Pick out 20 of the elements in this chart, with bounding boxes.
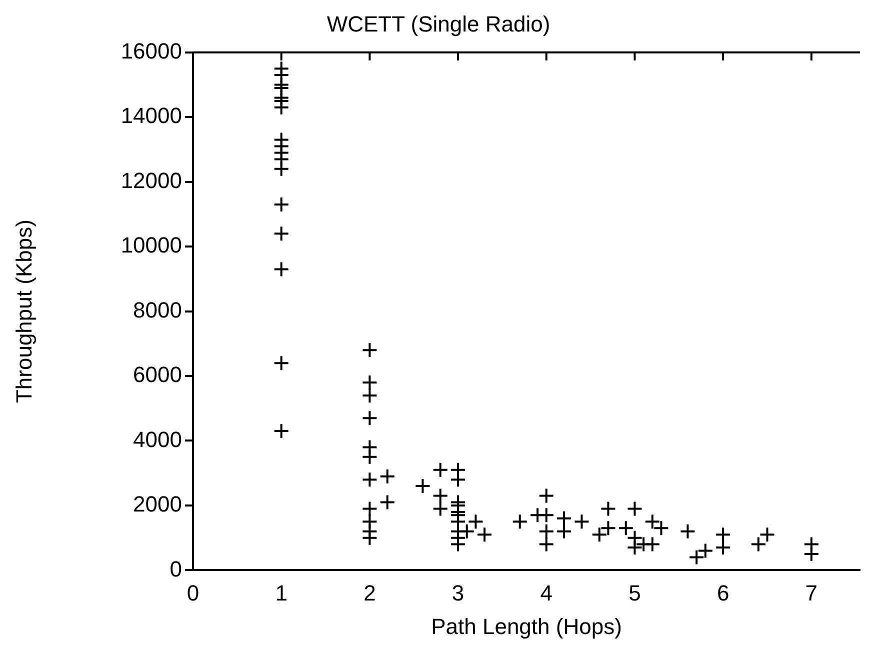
- x-tick-label: 7: [805, 580, 818, 606]
- y-tick-label: 10000: [120, 232, 182, 258]
- x-tick-label: 5: [628, 580, 641, 606]
- x-axis-title: Path Length (Hops): [431, 614, 622, 639]
- y-tick-label: 0: [170, 556, 182, 582]
- x-tick-label: 0: [186, 580, 200, 606]
- y-tick-label: 4000: [133, 426, 182, 452]
- x-tick-label: 1: [275, 580, 288, 606]
- chart-title: WCETT (Single Radio): [326, 11, 550, 36]
- y-tick-label: 14000: [120, 103, 182, 128]
- y-tick-label: 8000: [133, 297, 182, 322]
- x-tick-label: 2: [364, 580, 376, 606]
- x-tick-label: 3: [452, 580, 464, 606]
- y-tick-label: 16000: [120, 38, 182, 64]
- x-tick-label: 4: [540, 580, 553, 606]
- x-tick-label: 6: [716, 580, 730, 606]
- y-tick-label: 6000: [133, 362, 182, 388]
- y-tick-label: 12000: [120, 168, 182, 193]
- y-axis-title: Throughput (Kbps): [11, 220, 36, 404]
- y-tick-label: 2000: [133, 492, 182, 517]
